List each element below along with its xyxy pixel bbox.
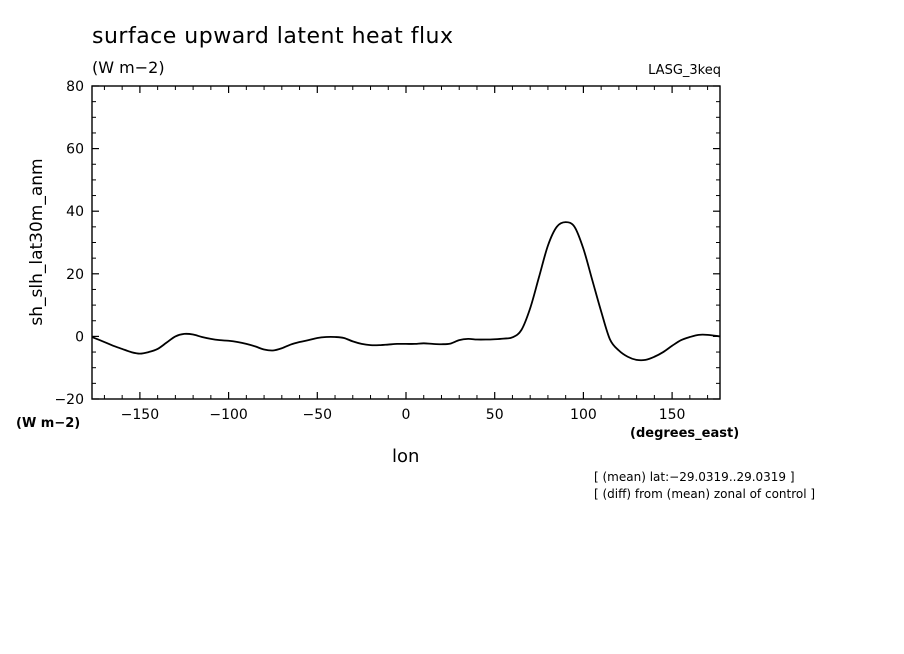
x-tick-label: −100 [209,407,247,423]
latitude-note: [ (mean) lat:−29.0319..29.0319 ] [594,470,795,484]
difference-note: [ (diff) from (mean) zonal of control ] [594,487,816,501]
y-tick-label: 0 [75,329,84,345]
series-group [91,221,721,362]
axis-ticks [92,85,720,400]
plot-axes [91,85,721,400]
tick-labels: −150 −100 −50 0 50 100 150 −20 0 20 40 60 80 [54,79,685,423]
model-label: LASG_3keq [648,63,721,78]
y-tick-label: 80 [66,79,84,95]
x-axis-units: (degrees_east) [630,426,740,441]
x-tick-label: 0 [402,407,411,423]
chart-units-subtitle: (W m−2) [92,58,165,77]
plot-frame [91,85,721,400]
chart-title: surface upward latent heat flux [92,24,454,49]
x-tick-label: 50 [486,407,504,423]
y-tick-label: −20 [54,392,84,408]
y-axis-label: sh_slh_lat30m_anm [27,158,47,325]
y-tick-label: 40 [66,204,84,220]
x-tick-label: 100 [570,407,597,423]
y-tick-label: 20 [66,267,84,283]
x-tick-label: −150 [121,407,159,423]
x-tick-label: −50 [303,407,333,423]
x-tick-label: 150 [659,407,686,423]
x-axis-label: lon [392,446,420,467]
y-tick-label: 60 [66,142,84,158]
series-line [91,221,721,362]
y-axis-units: (W m−2) [16,416,81,431]
